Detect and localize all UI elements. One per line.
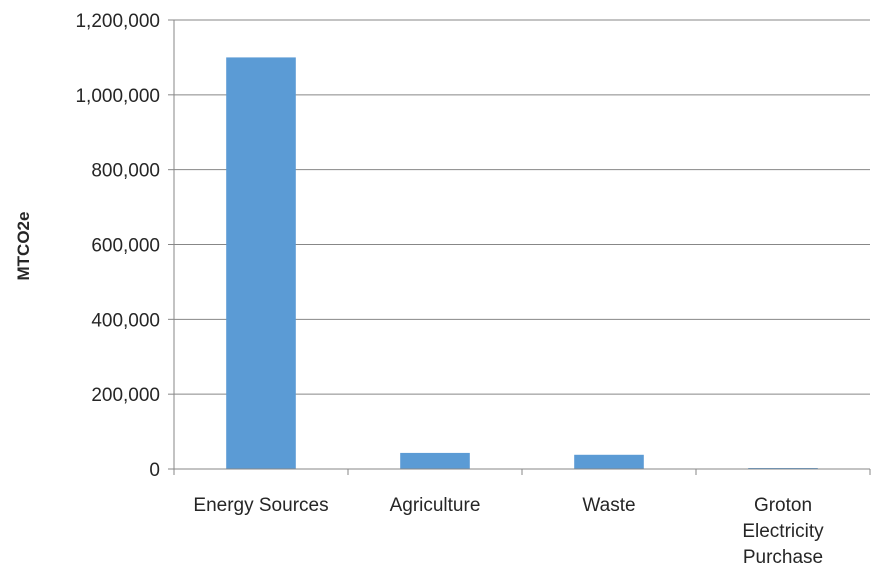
- bar: [574, 454, 644, 469]
- y-tick-label: 800,000: [91, 161, 160, 182]
- axes: [168, 19, 871, 475]
- x-tick-label: Waste: [582, 495, 635, 516]
- y-axis-title: MTCO2e: [14, 212, 33, 281]
- y-tick-label: 0: [149, 460, 160, 481]
- y-tick-label: 400,000: [91, 310, 160, 331]
- y-tick-label: 1,000,000: [75, 86, 160, 107]
- x-tick-label: Agriculture: [390, 495, 481, 516]
- y-tick-label: 200,000: [91, 385, 160, 406]
- bar: [226, 57, 296, 470]
- y-tick-label: 600,000: [91, 236, 160, 257]
- bar: [400, 452, 470, 469]
- x-tick-label: Groton Electricity Purchase: [742, 495, 824, 568]
- bars: [226, 57, 818, 470]
- y-tick-labels: 0 200,000 400,000 600,000 800,000 1,000,000 1,…: [75, 11, 160, 481]
- y-tick-label: 1,200,000: [75, 11, 160, 32]
- x-tick-labels: Energy Sources Agriculture Waste Groton Elec…: [193, 495, 824, 568]
- x-tick-label: Energy Sources: [193, 495, 328, 516]
